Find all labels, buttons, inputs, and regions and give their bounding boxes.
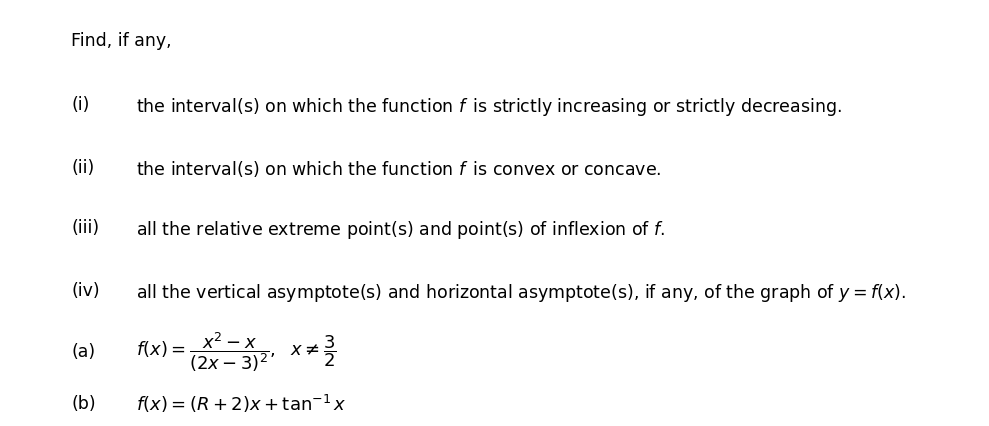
Text: (iii): (iii) bbox=[71, 219, 99, 236]
Text: the interval(s) on which the function $f\,$ is strictly increasing or strictly d: the interval(s) on which the function $f… bbox=[136, 96, 843, 118]
Text: (i): (i) bbox=[71, 96, 90, 114]
Text: (iv): (iv) bbox=[71, 281, 100, 299]
Text: $f(x)=\dfrac{x^{2}-x}{(2x-3)^{2}},\ \ x\neq\dfrac{3}{2}$: $f(x)=\dfrac{x^{2}-x}{(2x-3)^{2}},\ \ x\… bbox=[136, 330, 337, 373]
Text: all the relative extreme point(s) and point(s) of inflexion of $f$.: all the relative extreme point(s) and po… bbox=[136, 219, 666, 241]
Text: all the vertical asymptote(s) and horizontal asymptote(s), if any, of the graph : all the vertical asymptote(s) and horizo… bbox=[136, 281, 906, 303]
Text: (ii): (ii) bbox=[71, 158, 95, 176]
Text: $f(x)=(R+2)x+\tan^{-1}x$: $f(x)=(R+2)x+\tan^{-1}x$ bbox=[136, 391, 347, 414]
Text: (a): (a) bbox=[71, 343, 95, 360]
Text: Find, if any,: Find, if any, bbox=[71, 32, 172, 50]
Text: the interval(s) on which the function $f\,$ is convex or concave.: the interval(s) on which the function $f… bbox=[136, 158, 662, 178]
Text: (b): (b) bbox=[71, 394, 96, 412]
